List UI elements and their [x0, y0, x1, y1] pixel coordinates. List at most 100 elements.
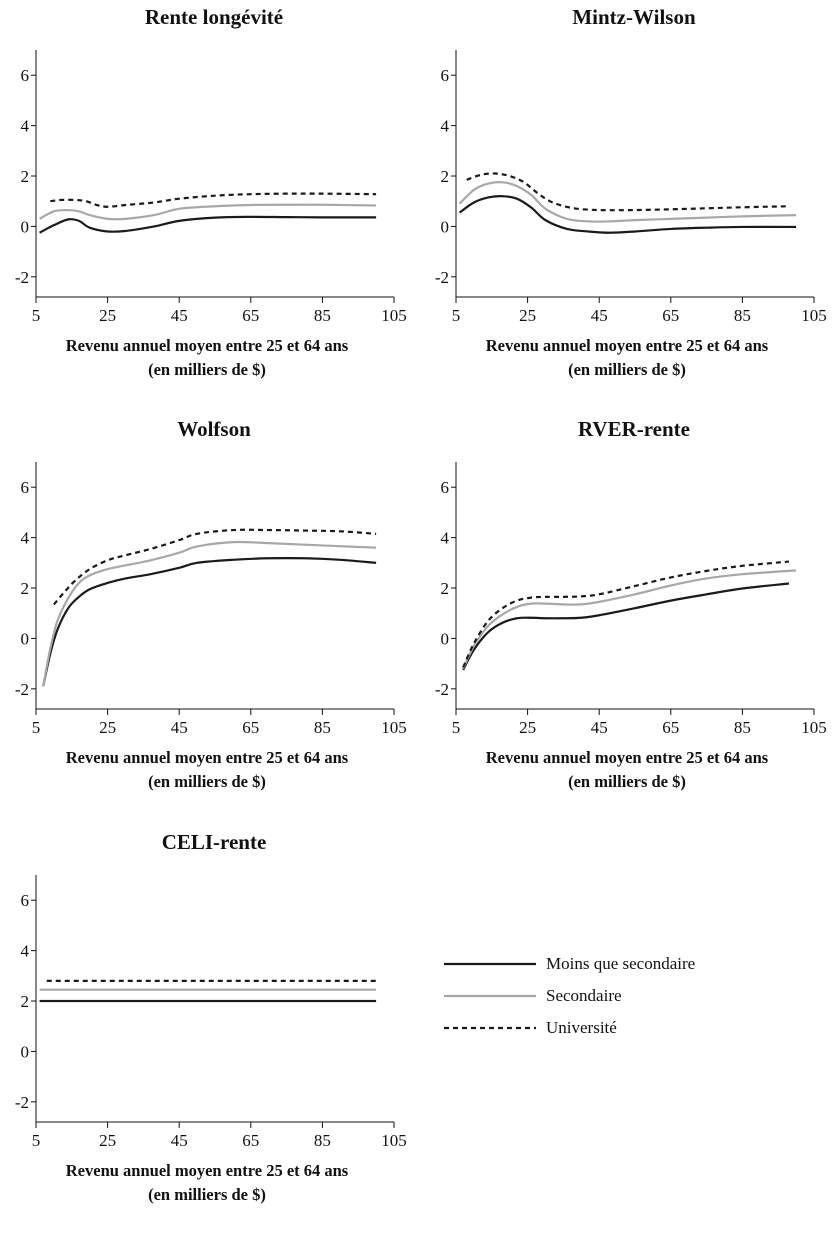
x-tick-label: 25	[519, 718, 536, 737]
x-tick-label: 45	[171, 306, 188, 325]
x-tick-label: 45	[591, 306, 608, 325]
series-line-secondaire	[462, 569, 797, 670]
x-tick-label: 105	[801, 306, 827, 325]
chart-title: Wolfson	[177, 417, 251, 441]
x-tick-label: 85	[314, 1131, 331, 1150]
x-tick-label: 45	[171, 718, 188, 737]
y-tick-label: 0	[21, 629, 30, 648]
x-tick-label: 85	[314, 718, 331, 737]
y-tick-label: 4	[21, 117, 30, 136]
legend-label: Université	[546, 1018, 617, 1037]
x-tick-label: 25	[519, 306, 536, 325]
y-tick-label: 0	[21, 1042, 30, 1061]
legend-swatch-dashed-black	[444, 1022, 536, 1034]
y-tick-label: 4	[21, 529, 30, 548]
series-line-moins-que-secondaire	[458, 195, 797, 234]
x-tick-label: 45	[591, 718, 608, 737]
x-tick-label: 5	[32, 1131, 41, 1150]
chart-svg: Wolfson 6 4 2 0 -25 25 45 65 85 105 Revenu annuel m…	[15, 417, 407, 791]
chart-svg: CELI-rente 6 4 2 0 -25 25 45 65 85 105 Revenu annue…	[15, 830, 407, 1204]
legend-swatch-solid-black	[444, 958, 536, 970]
y-tick-label: 0	[441, 217, 450, 236]
y-tick-label: -2	[15, 1093, 29, 1112]
y-tick-label: -2	[15, 268, 29, 287]
legend-label: Secondaire	[546, 986, 622, 1005]
chart-svg: Mintz-Wilson 6 4 2 0 -25 25 45 65 85 105 Revenu ann…	[435, 5, 827, 379]
series-line-secondaire	[39, 203, 377, 221]
y-tick-label: 6	[441, 478, 450, 497]
x-tick-label: 25	[99, 306, 116, 325]
x-axis-label-units: (en milliers de $)	[568, 360, 686, 379]
x-tick-label: 65	[662, 718, 679, 737]
x-axis-label-units: (en milliers de $)	[148, 360, 266, 379]
x-tick-label: 65	[242, 306, 259, 325]
y-tick-label: 2	[441, 167, 450, 186]
y-tick-label: 4	[441, 529, 450, 548]
chart-title: Rente longévité	[145, 5, 283, 29]
y-tick-label: 2	[21, 992, 30, 1011]
x-tick-label: 5	[452, 306, 461, 325]
x-axis-label: Revenu annuel moyen entre 25 et 64 ans	[66, 1161, 349, 1180]
x-tick-label: 85	[734, 306, 751, 325]
y-tick-label: 6	[21, 891, 30, 910]
y-tick-label: -2	[435, 268, 449, 287]
chart-title: Mintz-Wilson	[572, 5, 696, 29]
series-line-moins-que-secondaire	[462, 582, 790, 671]
legend: Moins que secondaire Secondaire Universi…	[444, 948, 804, 1044]
chart-svg: Rente longévité 6 4 2 0 -25 25 45 65 85 105 Revenu …	[15, 5, 407, 379]
y-tick-label: 0	[441, 629, 450, 648]
chart-celi-rente: CELI-rente 6 4 2 0 -2 5 25 45 65 85 105 Revenu annue…	[0, 825, 407, 1205]
x-tick-label: 105	[801, 718, 827, 737]
series-line-moins-que-secondaire	[39, 215, 377, 234]
x-tick-label: 85	[734, 718, 751, 737]
legend-item-universite: Université	[444, 1012, 804, 1044]
y-tick-label: 6	[21, 66, 30, 85]
x-tick-label: 105	[381, 306, 407, 325]
series-line-universite	[462, 560, 790, 668]
chart-rente-longevite: Rente longévité 6 4 2 0 -2 5 25 45 65 85 105 Revenu …	[0, 0, 407, 380]
y-tick-label: 2	[21, 167, 30, 186]
y-tick-label: 2	[21, 579, 30, 598]
chart-mintz-wilson: Mintz-Wilson 6 4 2 0 -2 5 25 45 65 85 105 Revenu ann…	[420, 0, 827, 380]
x-axis-label: Revenu annuel moyen entre 25 et 64 ans	[66, 336, 349, 355]
x-tick-label: 5	[32, 718, 41, 737]
y-tick-label: -2	[15, 680, 29, 699]
x-axis-label-units: (en milliers de $)	[568, 772, 686, 791]
series-line-universite	[50, 192, 377, 208]
legend-swatch-solid-gray	[444, 990, 536, 1002]
series-line-secondaire	[42, 540, 377, 687]
x-axis-label: Revenu annuel moyen entre 25 et 64 ans	[486, 748, 769, 767]
x-axis-label: Revenu annuel moyen entre 25 et 64 ans	[66, 748, 349, 767]
legend-label: Moins que secondaire	[546, 954, 696, 973]
x-tick-label: 65	[242, 718, 259, 737]
series-line-universite	[466, 172, 789, 212]
y-tick-label: 6	[441, 66, 450, 85]
x-tick-label: 25	[99, 1131, 116, 1150]
y-tick-label: 0	[21, 217, 30, 236]
series-line-secondaire	[458, 181, 797, 223]
chart-title: RVER-rente	[578, 417, 690, 441]
series-line-moins-que-secondaire	[42, 556, 377, 687]
y-tick-label: 4	[21, 942, 30, 961]
y-tick-label: 2	[441, 579, 450, 598]
series-line-universite	[53, 528, 377, 606]
x-tick-label: 65	[662, 306, 679, 325]
chart-svg: RVER-rente 6 4 2 0 -25 25 45 65 85 105 Revenu annue…	[435, 417, 827, 791]
x-tick-label: 105	[381, 718, 407, 737]
x-tick-label: 65	[242, 1131, 259, 1150]
y-tick-label: -2	[435, 680, 449, 699]
legend-item-moins-que-secondaire: Moins que secondaire	[444, 948, 804, 980]
chart-title: CELI-rente	[162, 830, 267, 854]
y-tick-label: 6	[21, 478, 30, 497]
x-tick-label: 45	[171, 1131, 188, 1150]
x-tick-label: 105	[381, 1131, 407, 1150]
x-axis-label: Revenu annuel moyen entre 25 et 64 ans	[486, 336, 769, 355]
chart-wolfson: Wolfson 6 4 2 0 -2 5 25 45 65 85 105 Revenu annuel m…	[0, 412, 407, 792]
x-tick-label: 5	[452, 718, 461, 737]
x-axis-label-units: (en milliers de $)	[148, 772, 266, 791]
x-tick-label: 85	[314, 306, 331, 325]
y-tick-label: 4	[441, 117, 450, 136]
x-axis-label-units: (en milliers de $)	[148, 1185, 266, 1204]
x-tick-label: 25	[99, 718, 116, 737]
chart-rver-rente: RVER-rente 6 4 2 0 -2 5 25 45 65 85 105 Revenu annue…	[420, 412, 827, 792]
